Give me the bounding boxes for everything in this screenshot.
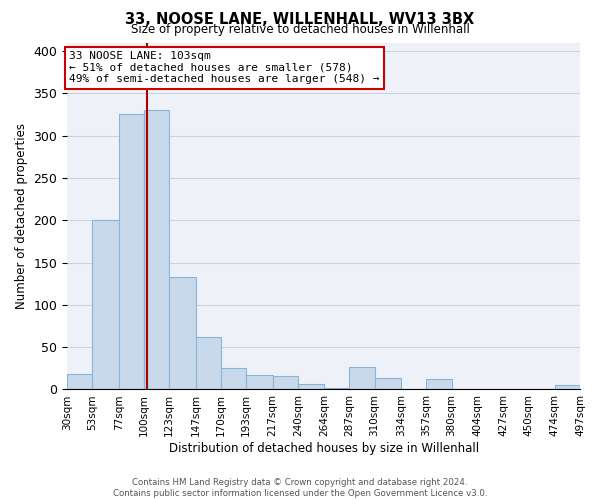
Bar [349, 366, 374, 390]
Bar [246, 375, 272, 390]
Text: 33, NOOSE LANE, WILLENHALL, WV13 3BX: 33, NOOSE LANE, WILLENHALL, WV13 3BX [125, 12, 475, 28]
Bar [374, 378, 401, 390]
Bar [298, 384, 324, 390]
Text: Contains HM Land Registry data © Crown copyright and database right 2024.
Contai: Contains HM Land Registry data © Crown c… [113, 478, 487, 498]
Y-axis label: Number of detached properties: Number of detached properties [15, 123, 28, 309]
Text: Size of property relative to detached houses in Willenhall: Size of property relative to detached ho… [131, 22, 469, 36]
Bar [119, 114, 144, 390]
Bar [92, 220, 119, 390]
X-axis label: Distribution of detached houses by size in Willenhall: Distribution of detached houses by size … [169, 442, 479, 455]
Bar [67, 374, 92, 390]
Bar [169, 277, 196, 390]
Bar [426, 380, 452, 390]
Text: 33 NOOSE LANE: 103sqm
← 51% of detached houses are smaller (578)
49% of semi-det: 33 NOOSE LANE: 103sqm ← 51% of detached … [70, 51, 380, 84]
Bar [555, 385, 580, 390]
Bar [324, 388, 349, 390]
Bar [144, 110, 169, 390]
Bar [221, 368, 246, 390]
Bar [196, 337, 221, 390]
Bar [272, 376, 298, 390]
